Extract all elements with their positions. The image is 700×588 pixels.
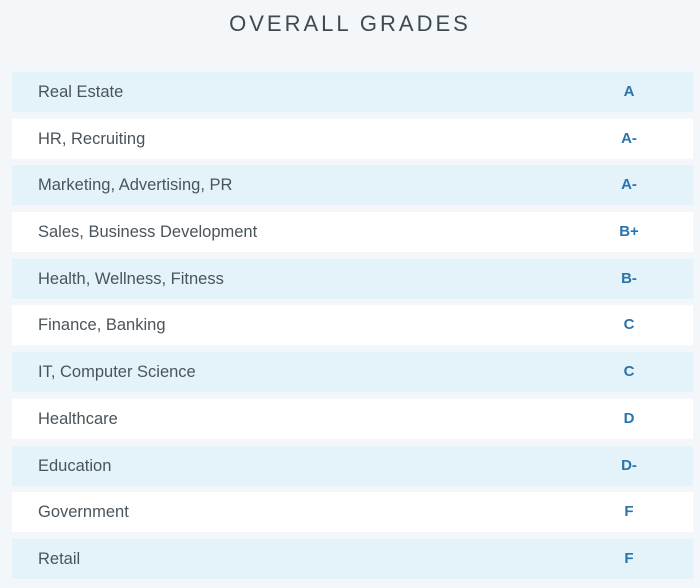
category-label: Healthcare (38, 409, 118, 428)
grade-value: F (624, 549, 634, 567)
grade-value: F (624, 503, 634, 521)
category-label: Government (38, 503, 129, 522)
grade-value: D- (621, 456, 637, 474)
grade-value: C (623, 363, 635, 381)
table-row: Government F (12, 492, 693, 533)
table-row: Finance, Banking C (12, 305, 693, 346)
table-row: Education D- (12, 445, 693, 486)
category-label: Marketing, Advertising, PR (38, 176, 233, 195)
category-label: Finance, Banking (38, 316, 166, 335)
grade-value: A- (621, 176, 637, 194)
table-row: Marketing, Advertising, PR A- (12, 165, 693, 206)
table-row: HR, Recruiting A- (12, 118, 693, 159)
table-row: Health, Wellness, Fitness B- (12, 258, 693, 299)
table-row: Retail F (12, 538, 693, 579)
grade-value: D (623, 409, 635, 427)
table-row: Real Estate A (12, 72, 693, 112)
table-row: Sales, Business Development B+ (12, 212, 693, 253)
table-row: IT, Computer Science C (12, 352, 693, 393)
grades-table: Real Estate A HR, Recruiting A- Marketing, A… (12, 72, 693, 586)
category-label: Sales, Business Development (38, 223, 258, 242)
grade-value: B- (621, 269, 637, 287)
category-label: Health, Wellness, Fitness (38, 269, 224, 288)
page-title: OVERALL GRADES (229, 11, 471, 36)
grade-value: A (623, 83, 635, 100)
category-label: Education (38, 456, 112, 475)
grade-value: B+ (619, 223, 639, 241)
table-row: Healthcare D (12, 398, 693, 439)
grade-value: A- (621, 129, 637, 147)
category-label: Retail (38, 549, 81, 568)
category-label: IT, Computer Science (38, 363, 196, 382)
category-label: HR, Recruiting (38, 129, 146, 148)
grade-value: C (623, 316, 635, 334)
category-label: Real Estate (38, 83, 124, 101)
